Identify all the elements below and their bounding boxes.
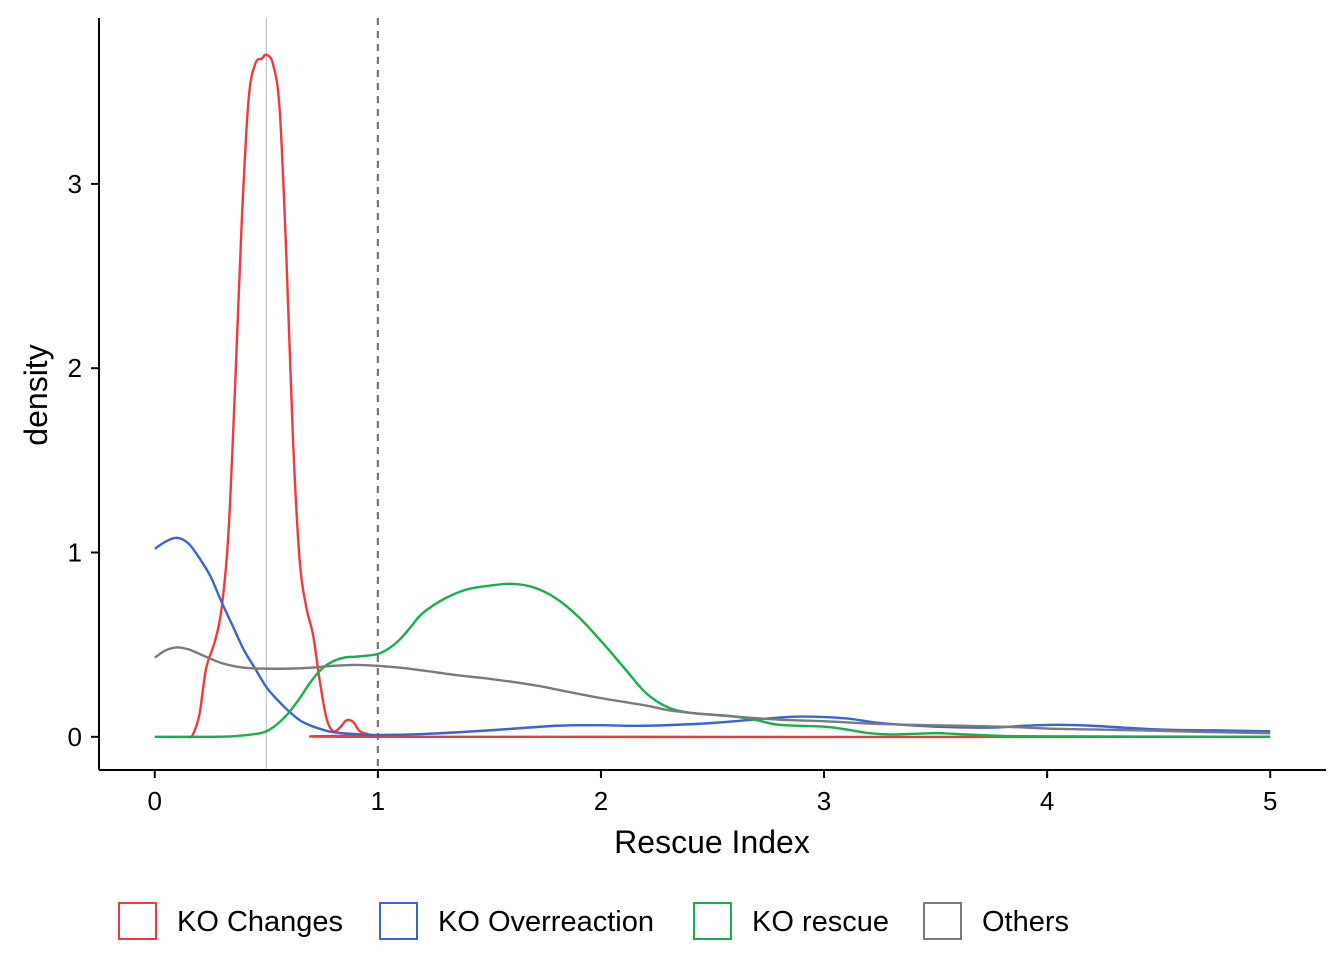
series-line-ko-rescue <box>154 582 1271 739</box>
y-tick-label: 1 <box>68 538 82 568</box>
reference-lines <box>265 18 379 770</box>
x-tick-label: 4 <box>1040 786 1054 816</box>
y-axis-title: density <box>18 344 54 445</box>
series-line-others <box>154 646 1271 735</box>
series-layer <box>154 53 1271 739</box>
x-tick-label: 1 <box>371 786 385 816</box>
x-tick-label: 0 <box>148 786 162 816</box>
y-tick-label: 3 <box>68 169 82 199</box>
legend-key-ko-overreaction <box>379 902 418 940</box>
legend-label-others: Others <box>982 906 1069 938</box>
y-tick-label: 0 <box>68 722 82 752</box>
x-tick-label: 5 <box>1263 786 1277 816</box>
legend-key-ko-changes <box>118 902 157 940</box>
x-axis-title: Rescue Index <box>614 824 810 860</box>
legend-label-ko-rescue: KO rescue <box>752 906 889 938</box>
x-tick-label: 2 <box>594 786 608 816</box>
y-tick-label: 2 <box>68 353 82 383</box>
legend-label-ko-overreaction: KO Overreaction <box>438 906 654 938</box>
legend: KO Changes KO Overreaction KO rescue Others <box>118 902 1069 940</box>
legend-key-ko-rescue <box>693 902 732 940</box>
series-line-ko-changes <box>187 53 1271 739</box>
legend-label-ko-changes: KO Changes <box>177 906 343 938</box>
legend-key-others <box>923 902 962 940</box>
x-tick-label: 3 <box>817 786 831 816</box>
axes: 0 1 2 3 4 5 0 1 2 3 <box>68 18 1326 816</box>
series-line-ko-overreaction <box>154 536 1271 737</box>
